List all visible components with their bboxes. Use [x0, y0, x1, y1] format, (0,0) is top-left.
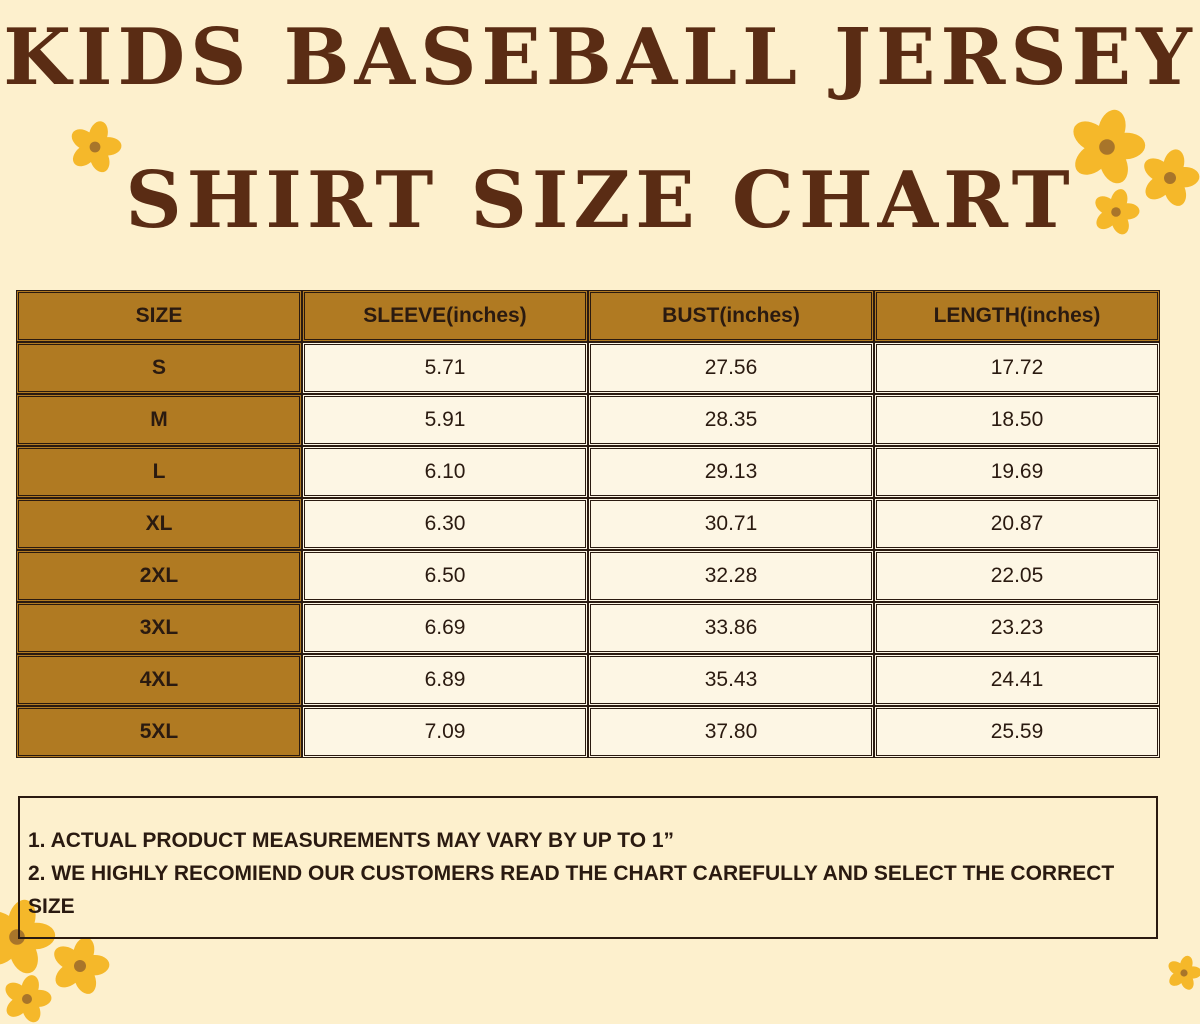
table-row: XL 6.30 30.71 20.87: [16, 498, 1160, 550]
sleeve-cell: 5.91: [302, 394, 588, 446]
sleeve-cell: 6.50: [302, 550, 588, 602]
flower-icon: [1144, 149, 1200, 206]
bust-cell: 33.86: [588, 602, 874, 654]
header-sleeve: SLEEVE(inches): [302, 290, 588, 342]
bust-cell: 28.35: [588, 394, 874, 446]
size-cell: 4XL: [16, 654, 302, 706]
bust-cell: 30.71: [588, 498, 874, 550]
table-row: L 6.10 29.13 19.69: [16, 446, 1160, 498]
page-title-line1: KIDS BASEBALL JERSEY: [3, 12, 1197, 103]
sleeve-cell: 6.10: [302, 446, 588, 498]
note-line: 1. ACTUAL PRODUCT MEASUREMENTS MAY VARY …: [28, 829, 675, 852]
sleeve-cell: 5.71: [302, 342, 588, 394]
length-cell: 18.50: [874, 394, 1160, 446]
flower-icon: [0, 899, 56, 974]
sleeve-cell: 6.89: [302, 654, 588, 706]
table-row: M 5.91 28.35 18.50: [16, 394, 1160, 446]
note-line: 2. WE HIGHLY RECOMIEND OUR CUSTOMERS REA…: [28, 862, 1115, 918]
bust-cell: 27.56: [588, 342, 874, 394]
flower-icon: [54, 937, 110, 994]
table-row: 4XL 6.89 35.43 24.41: [16, 654, 1160, 706]
length-cell: 19.69: [874, 446, 1160, 498]
length-cell: 20.87: [874, 498, 1160, 550]
sleeve-cell: 6.30: [302, 498, 588, 550]
size-cell: XL: [16, 498, 302, 550]
sleeve-cell: 7.09: [302, 706, 588, 758]
length-cell: 23.23: [874, 602, 1160, 654]
table-row: 2XL 6.50 32.28 22.05: [16, 550, 1160, 602]
length-cell: 22.05: [874, 550, 1160, 602]
flower-icon: [1168, 955, 1200, 990]
bust-cell: 35.43: [588, 654, 874, 706]
table-row: S 5.71 27.56 17.72: [16, 342, 1160, 394]
flower-icon: [71, 121, 122, 173]
size-cell: M: [16, 394, 302, 446]
header-length: LENGTH(inches): [874, 290, 1160, 342]
size-cell: S: [16, 342, 302, 394]
size-cell: L: [16, 446, 302, 498]
length-cell: 24.41: [874, 654, 1160, 706]
flower-icon: [1095, 189, 1140, 235]
header-bust: BUST(inches): [588, 290, 874, 342]
size-cell: 2XL: [16, 550, 302, 602]
sleeve-cell: 6.69: [302, 602, 588, 654]
page-title-line2: SHIRT SIZE CHART: [125, 155, 1075, 246]
bust-cell: 29.13: [588, 446, 874, 498]
table-header-row: SIZE SLEEVE(inches) BUST(inches) LENGTH(…: [16, 290, 1160, 342]
header-size: SIZE: [16, 290, 302, 342]
table-row: 3XL 6.69 33.86 23.23: [16, 602, 1160, 654]
flower-icon: [1073, 109, 1146, 184]
notes-box: 1. ACTUAL PRODUCT MEASUREMENTS MAY VARY …: [18, 796, 1158, 939]
size-chart-table: SIZE SLEEVE(inches) BUST(inches) LENGTH(…: [16, 290, 1160, 758]
bust-cell: 32.28: [588, 550, 874, 602]
bust-cell: 37.80: [588, 706, 874, 758]
size-cell: 3XL: [16, 602, 302, 654]
flower-icon: [5, 975, 52, 1023]
table-row: 5XL 7.09 37.80 25.59: [16, 706, 1160, 758]
length-cell: 25.59: [874, 706, 1160, 758]
length-cell: 17.72: [874, 342, 1160, 394]
size-cell: 5XL: [16, 706, 302, 758]
